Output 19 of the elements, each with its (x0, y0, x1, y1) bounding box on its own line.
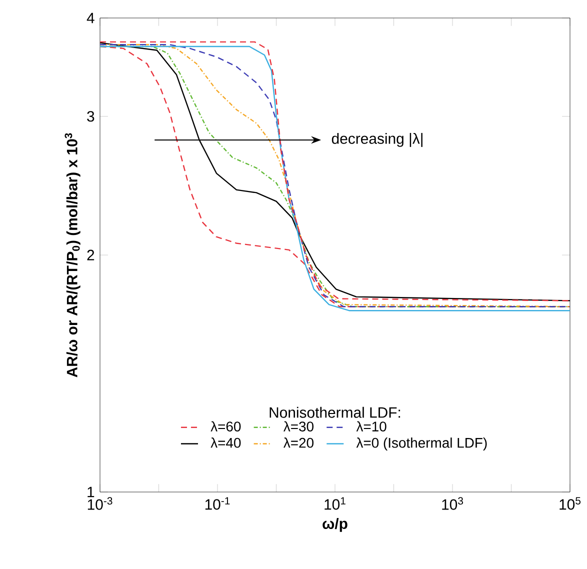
y-tick-label: 2 (87, 250, 94, 260)
x-tick-label: 10$^{-3}$ (88, 497, 112, 510)
legend-label: λ=40 (210, 438, 241, 448)
legend-label: λ=20 (284, 438, 314, 448)
y-tick-label: 1 (88, 486, 94, 498)
x-tick-label: 10$^{3}$ (442, 497, 464, 510)
x-tick-label: 10$^{-1}$ (205, 497, 230, 510)
legend-label: λ=30 (284, 421, 314, 432)
annotation: decreasing |λ| (332, 132, 422, 147)
y-tick-label: 4 (86, 12, 94, 24)
x-axis-title: ω/p (322, 518, 348, 532)
legend-label: λ=0 (Isothermal LDF) (356, 438, 487, 451)
legend-label: λ=60 (210, 421, 241, 432)
y-axis-title: AR/ω or AR/(RT/P$_{0}$) (mol/bar) x 10$^{3}$ (64, 133, 80, 378)
x-tick-label: 10$^{1}$ (324, 497, 346, 510)
legend-title: Nonisothermal LDF: (270, 406, 400, 418)
y-tick-label: 3 (87, 111, 94, 122)
legend-label: λ=10 (356, 421, 386, 432)
x-tick-label: 10$^{5}$ (560, 497, 581, 510)
